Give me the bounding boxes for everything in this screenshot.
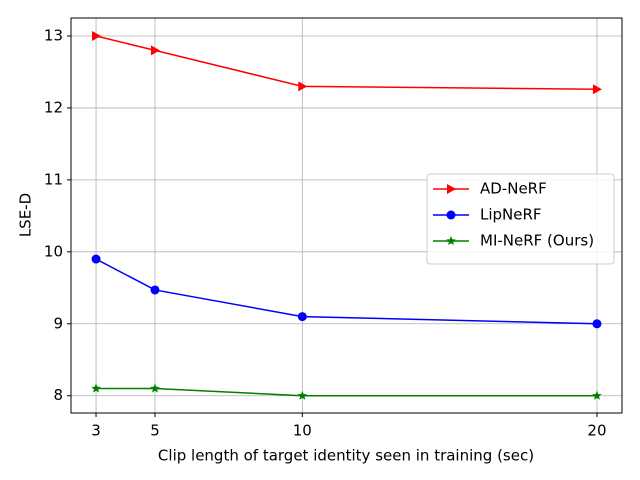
data-point [592, 84, 602, 95]
y-axis-label: LSE-D [17, 193, 35, 237]
y-tick-label: 13 [44, 26, 63, 44]
data-point [91, 254, 101, 264]
legend-marker [447, 184, 456, 194]
data-point [150, 383, 160, 393]
data-point [592, 390, 602, 400]
data-point [297, 312, 307, 322]
y-tick-label: 11 [44, 170, 63, 188]
plot-frame [70, 17, 623, 414]
x-tick-label: 3 [91, 422, 101, 440]
legend-marker [446, 236, 456, 246]
y-tick-label: 8 [53, 386, 63, 404]
data-point [91, 383, 101, 393]
x-axis-label: Clip length of target identity seen in t… [158, 447, 534, 465]
series-line [96, 387, 597, 397]
x-tick-label: 20 [587, 422, 606, 440]
x-tick-label: 5 [150, 422, 160, 440]
series-line [95, 35, 597, 90]
data-point [150, 285, 160, 295]
y-tick-label: 10 [44, 242, 63, 260]
series-line [95, 258, 597, 325]
legend-label: LipNeRF [480, 206, 542, 224]
legend-marker [446, 210, 456, 220]
y-tick-label: 9 [53, 314, 63, 332]
x-tick-label: 10 [293, 422, 312, 440]
data-point [150, 45, 160, 56]
data-point [92, 30, 102, 41]
legend-box [426, 173, 615, 265]
data-point [298, 81, 308, 92]
legend-label: MI-NeRF (Ours) [480, 232, 594, 250]
y-tick-label: 12 [44, 98, 63, 116]
data-point [592, 319, 602, 329]
data-point [297, 390, 308, 400]
legend-label: AD-NeRF [480, 180, 547, 198]
